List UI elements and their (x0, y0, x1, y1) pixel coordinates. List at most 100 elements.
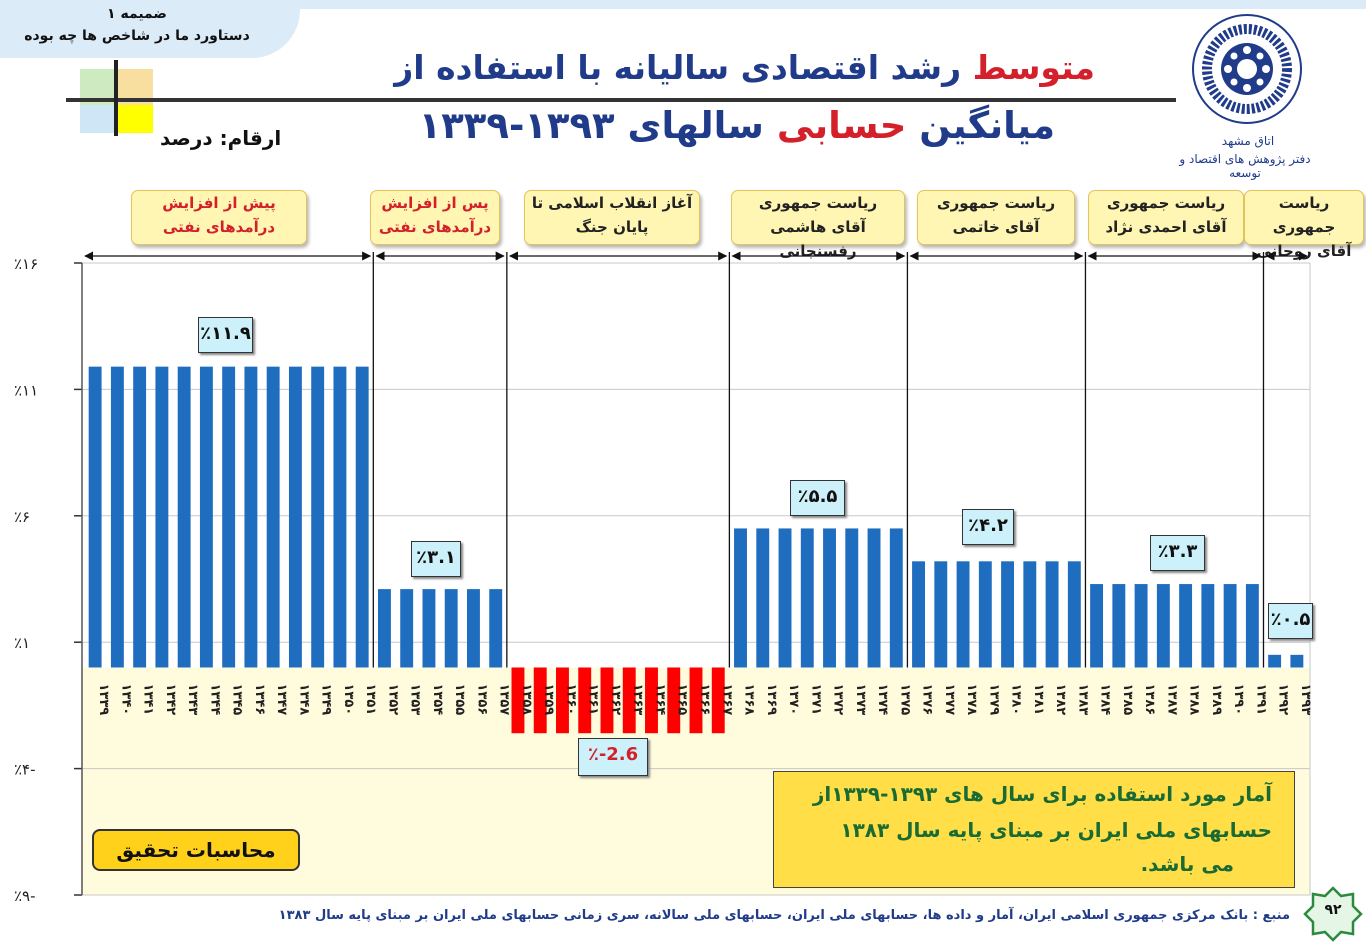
era-line1: ریاست جمهوری (1272, 194, 1336, 236)
bar (867, 528, 881, 668)
y-tick-label: ٪۴- (14, 761, 36, 779)
x-tick-label: ۱۳۸۴ (1098, 683, 1113, 715)
x-tick-label: ۱۳۳۹ (96, 683, 111, 715)
y-tick-label: ٪۱ (14, 634, 30, 652)
bar (556, 667, 569, 734)
note-line3: می باشد. (1140, 852, 1234, 876)
bar (1112, 584, 1126, 668)
bar (934, 561, 948, 668)
bar (800, 528, 814, 668)
x-tick-label: ۱۳۴۹ (319, 683, 334, 715)
bar (912, 561, 925, 668)
x-tick-label: ۱۳۷۷ (942, 683, 957, 715)
era-line1: ریاست جمهوری (936, 194, 1056, 212)
avg-label-post-oil: ٪۳.۱ (411, 541, 461, 577)
x-tick-label: ۱۳۶۱ (586, 683, 601, 715)
bars (88, 366, 1304, 734)
era-line2: درآمدهای نفتی (378, 218, 492, 236)
bar (956, 561, 970, 668)
bar (199, 366, 213, 668)
bar (778, 528, 792, 668)
x-tick-label: ۱۳۹۳ (1298, 683, 1313, 715)
bar (1134, 584, 1148, 668)
y-tick-label: ٪۶ (14, 508, 30, 526)
bar (845, 528, 859, 668)
era-header-pre-oil: پیش از افزایش درآمدهای نفتی (131, 190, 307, 245)
era-line1: آغاز انقلاب اسلامی تا (531, 194, 693, 212)
bar (110, 366, 124, 668)
era-line1: ریاست جمهوری (1106, 194, 1226, 212)
x-tick-label: ۱۳۴۵ (230, 683, 245, 715)
calc-badge: محاسبات تحقیق (92, 829, 300, 871)
section-tab: ضمیمه ۱ دستاورد ما در شاخص ها چه بوده (0, 0, 300, 58)
x-tick-label: ۱۳۴۶ (252, 683, 267, 715)
avg-label-pre-oil: ٪۱۱.۹ (198, 317, 253, 353)
x-tick-label: ۱۳۷۴ (875, 683, 890, 715)
bar (1045, 561, 1059, 668)
x-tick-label: ۱۳۸۸ (1187, 683, 1202, 715)
bar (533, 667, 547, 734)
tab-subtitle: دستاورد ما در شاخص ها چه بوده (24, 28, 250, 44)
bar (889, 528, 903, 668)
bar (444, 589, 458, 668)
source-footnote: منبع : بانک مرکزی جمهوری اسلامی ایران، آ… (278, 908, 1290, 923)
page-title-line1: متوسط رشد اقتصادی سالیانه با استفاده از (300, 48, 1095, 87)
bar (355, 366, 369, 668)
era-header-khatami: ریاست جمهوری آقای خاتمی (917, 190, 1075, 245)
avg-label-rouhani: ٪۰.۵ (1268, 603, 1313, 639)
era-line2: پایان جنگ (575, 218, 649, 236)
y-axis: ٪۱۶ ٪۱۱ ٪۶ ٪۱ ٪۴- ٪۹- (14, 255, 83, 905)
x-tick-label: ۱۳۷۵ (897, 683, 912, 715)
page-badge-icon (1303, 886, 1363, 942)
bar (177, 366, 191, 668)
x-tick-label: ۱۳۹۰ (1231, 683, 1246, 715)
period-separators (372, 252, 1265, 668)
bar (689, 667, 703, 734)
x-tick-label: ۱۳۶۶ (697, 683, 712, 715)
x-tick-label: ۱۳۴۱ (141, 683, 156, 715)
x-tick-label: ۱۳۸۹ (1209, 683, 1224, 715)
bar (400, 589, 414, 668)
x-tick-label: ۱۳۵۷ (497, 683, 512, 715)
x-tick-label: ۱۳۶۸ (742, 683, 757, 715)
x-tick-label: ۱۳۷۶ (920, 683, 935, 715)
bar (244, 366, 258, 668)
x-tick-label: ۱۳۴۲ (163, 683, 178, 715)
bar (377, 589, 391, 668)
bar (511, 667, 525, 734)
bar (1223, 584, 1237, 668)
x-tick-label: ۱۳۵۱ (363, 683, 378, 715)
x-tick-label: ۱۳۴۳ (185, 683, 200, 715)
x-tick-label: ۱۳۶۴ (652, 683, 667, 715)
bar (422, 589, 436, 668)
x-tick-label: ۱۳۵۶ (474, 683, 489, 715)
x-tick-label: ۱۳۵۸ (519, 683, 534, 715)
x-tick-label: ۱۳۵۳ (408, 683, 423, 715)
bar (133, 366, 147, 668)
page-title-line2: میانگین حسابی سالهای ۱۳۹۳-۱۳۳۹ (300, 104, 1055, 147)
era-header-rouhani: ریاست جمهوری آقای روحانی (1244, 190, 1364, 260)
bar (1179, 584, 1193, 668)
x-tick-label: ۱۳۶۳ (630, 683, 645, 715)
top-band (0, 0, 1366, 9)
x-tick-label: ۱۳۵۰ (341, 683, 356, 715)
bar (645, 667, 658, 734)
x-tick-label: ۱۳۷۸ (964, 683, 979, 715)
avg-label-rafsanjani: ٪۵.۵ (790, 480, 845, 516)
x-tick-label: ۱۳۷۳ (853, 683, 868, 715)
x-tick-label: ۱۳۷۰ (786, 683, 801, 715)
bar (1156, 584, 1170, 668)
era-header-ahmadinejad: ریاست جمهوری آقای احمدی نژاد (1088, 190, 1244, 245)
x-tick-label: ۱۳۷۲ (831, 683, 846, 715)
bar (578, 667, 592, 734)
bar (622, 667, 636, 734)
title-part-b: سالهای ۱۳۹۳-۱۳۳۹ (418, 104, 764, 147)
bar (288, 366, 302, 668)
x-tick-label: ۱۳۸۶ (1142, 683, 1157, 715)
y-tick-label: ٪۱۶ (14, 255, 38, 273)
y-tick-label: ٪۹- (14, 887, 36, 905)
data-note-box: آمار مورد استفاده برای سال های ۱۳۹۳-۱۳۳۹… (773, 771, 1295, 888)
note-line2: حسابهای ملی ایران بر مبنای پایه سال ۱۳۸۳ (840, 818, 1272, 842)
bar (1290, 654, 1304, 668)
tab-title: ضمیمه ۱ (107, 6, 167, 22)
